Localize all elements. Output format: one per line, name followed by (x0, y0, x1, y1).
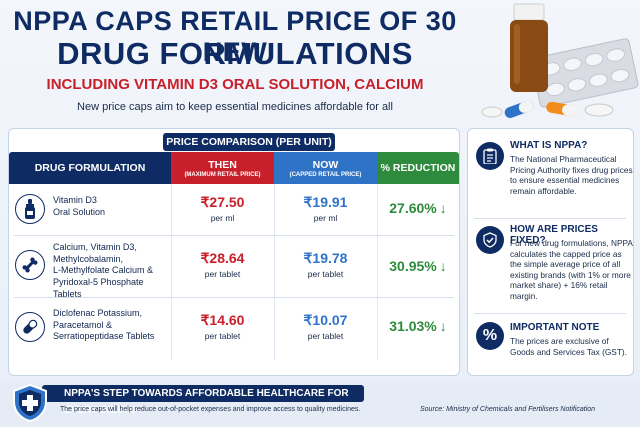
reduction-value: 27.60% ↓ (377, 200, 459, 216)
title-line-2: DRUG FORMULATIONS (57, 36, 413, 71)
dropper-bottle-icon (15, 194, 45, 224)
column-header-now-label: NOW (312, 158, 339, 171)
drug-name-line: Calcium, Vitamin D3, (53, 242, 137, 252)
then-price: ₹28.64 per tablet (171, 250, 274, 279)
important-note-title: IMPORTANT NOTE (510, 322, 600, 333)
column-separator (274, 184, 275, 360)
table-row: Diclofenac Potassium, Paracetamol & Serr… (9, 298, 459, 358)
now-price-unit: per ml (313, 213, 338, 223)
clipboard-icon (476, 142, 504, 170)
percent-icon: % (476, 322, 504, 350)
what-is-nppa-block: WHAT IS NPPA? The National Pharmaceutica… (476, 140, 633, 212)
reduction-percent: 27.60% (389, 200, 437, 216)
then-price-unit: per tablet (204, 331, 241, 341)
price-comparison-title: PRICE COMPARISON (PER UNIT) (163, 133, 335, 151)
drug-name-line: Oral Solution (53, 206, 106, 217)
footer-text: The price caps will help reduce out-of-p… (60, 406, 361, 413)
drug-name-line: Vitamin D3 (53, 195, 97, 205)
column-header-drug: DRUG FORMULATION (9, 152, 171, 184)
drug-name-line: Pyridoxal-5 Phosphate Tablets (53, 277, 144, 299)
footer-banner: NPPA'S STEP TOWARDS AFFORDABLE HEALTHCAR… (42, 385, 364, 416)
tagline: New price caps aim to keep essential med… (77, 101, 393, 113)
table-row: Vitamin D3 Oral Solution ₹27.50 per ml ₹… (9, 184, 459, 234)
how-prices-fixed-block: HOW ARE PRICES FIXED? For new drug formu… (476, 224, 633, 310)
reduction-value: 31.03% ↓ (377, 318, 459, 334)
column-header-now: NOW (CAPPED RETAIL PRICE) (274, 152, 377, 184)
reduction-value: 30.95% ↓ (377, 258, 459, 274)
down-arrow-icon: ↓ (439, 258, 447, 274)
now-price-value: ₹10.07 (303, 312, 348, 328)
bone-icon (15, 250, 45, 280)
column-header-reduction: % REDUCTION (377, 152, 459, 184)
drug-name-line: L-Methylfolate Calcium & (53, 265, 154, 276)
reduction-percent: 31.03% (389, 318, 437, 334)
column-header-then-sublabel: (MAXIMUM RETAIL PRICE) (184, 171, 261, 178)
column-header-drug-label: DRUG FORMULATION (34, 162, 146, 174)
drug-name-line: Methylcobalamin, (53, 253, 124, 264)
then-price: ₹14.60 per tablet (171, 312, 274, 341)
shield-check-icon (476, 226, 504, 254)
shield-medical-cross-icon (13, 383, 47, 423)
down-arrow-icon: ↓ (439, 318, 447, 334)
column-header-reduction-label: % REDUCTION (380, 162, 456, 174)
now-price-value: ₹19.91 (303, 194, 348, 210)
now-price: ₹19.78 per tablet (274, 250, 377, 279)
then-price-value: ₹14.60 (200, 312, 245, 328)
table-row: Calcium, Vitamin D3, Methylcobalamin, L-… (9, 236, 459, 299)
medicine-bottle-and-pills-image (481, 3, 639, 118)
drug-name-line: Serratiopeptidase Tablets (53, 331, 155, 342)
column-separator (377, 184, 378, 360)
column-separator (171, 184, 172, 360)
then-price-unit: per tablet (204, 269, 241, 279)
title-line-1: NPPA CAPS RETAIL PRICE OF 30 NEW (13, 6, 457, 67)
now-price-unit: per tablet (307, 269, 344, 279)
then-price-value: ₹28.64 (200, 250, 245, 266)
important-note-text: The prices are exclusive of Goods and Se… (510, 336, 627, 357)
capsule-icon (15, 312, 45, 342)
drug-name: Vitamin D3 Oral Solution (53, 195, 171, 218)
source-note: Source: Ministry of Chemicals and Fertil… (420, 406, 596, 413)
then-price-unit: per ml (210, 213, 235, 223)
how-prices-fixed-title: HOW ARE PRICES FIXED? (510, 224, 598, 246)
side-divider (474, 218, 626, 219)
how-prices-fixed-text: For new drug formulations, NPPA calculat… (510, 238, 633, 302)
what-is-nppa-title: WHAT IS NPPA? (510, 140, 588, 151)
column-header-now-sublabel: (CAPPED RETAIL PRICE) (289, 171, 362, 178)
now-price: ₹10.07 per tablet (274, 312, 377, 341)
down-arrow-icon: ↓ (439, 200, 447, 216)
now-price-value: ₹19.78 (303, 250, 348, 266)
column-header-then-label: THEN (208, 158, 237, 171)
now-price: ₹19.91 per ml (274, 194, 377, 223)
important-note-block: % IMPORTANT NOTE The prices are exclusiv… (476, 320, 632, 370)
side-divider (474, 313, 626, 314)
drug-name-line: Diclofenac Potassium, (53, 308, 143, 318)
row-divider (14, 235, 454, 236)
then-price-value: ₹27.50 (200, 194, 245, 210)
column-header-then: THEN (MAXIMUM RETAIL PRICE) (171, 152, 274, 184)
what-is-nppa-text: The National Pharmaceutical Pricing Auth… (510, 154, 633, 196)
drug-name: Diclofenac Potassium, Paracetamol & Serr… (53, 308, 171, 343)
row-divider (14, 297, 454, 298)
then-price: ₹27.50 per ml (171, 194, 274, 223)
now-price-unit: per tablet (307, 331, 344, 341)
drug-name: Calcium, Vitamin D3, Methylcobalamin, L-… (53, 242, 171, 300)
subtitle: INCLUDING VITAMIN D3 ORAL SOLUTION, CALC… (46, 76, 424, 93)
drug-name-line: Paracetamol & (53, 319, 113, 330)
reduction-percent: 30.95% (389, 258, 437, 274)
